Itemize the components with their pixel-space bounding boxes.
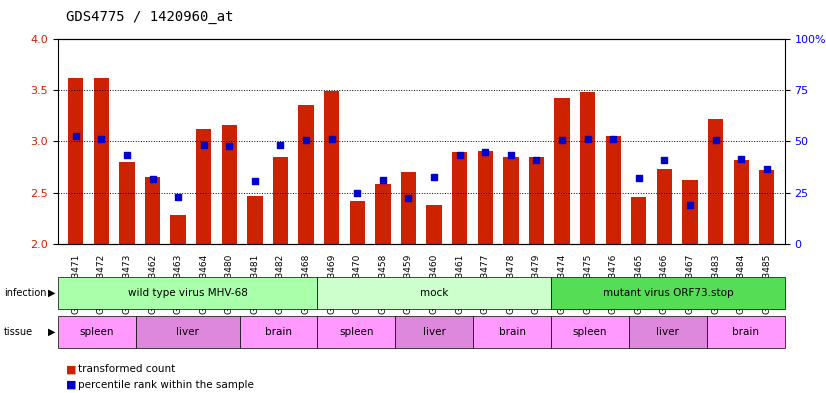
Point [657,157,671,163]
Bar [580,92,596,244]
Text: brain: brain [265,327,292,337]
Point [453,152,466,158]
Text: spleen: spleen [572,327,607,337]
Point [377,177,390,184]
Point [146,176,159,182]
Bar [529,157,544,244]
Bar [708,119,724,244]
Bar [426,205,442,244]
Text: brain: brain [733,327,759,337]
Bar [273,157,288,244]
Point [95,136,108,143]
Text: ▶: ▶ [48,327,55,337]
Text: spleen: spleen [339,327,373,337]
Text: transformed count: transformed count [78,364,176,375]
Point [734,156,748,162]
Text: mutant virus ORF73.stop: mutant virus ORF73.stop [603,288,733,298]
Text: ▶: ▶ [48,288,55,298]
Text: infection: infection [4,288,46,298]
Bar [631,196,647,244]
Bar [401,172,416,244]
Bar [477,151,493,244]
Text: brain: brain [499,327,525,337]
Point [478,149,491,155]
Bar [221,125,237,244]
Point [69,133,83,140]
Point [683,202,696,208]
Point [606,136,620,143]
Point [300,137,313,143]
Text: GDS4775 / 1420960_at: GDS4775 / 1420960_at [66,9,234,24]
Point [121,152,134,158]
Point [709,137,722,143]
Text: tissue: tissue [4,327,33,337]
Point [427,174,440,180]
Bar [375,184,391,244]
Text: liver: liver [176,327,199,337]
Point [351,189,364,196]
Point [504,152,517,158]
Bar [298,105,314,244]
Text: ■: ■ [66,380,77,390]
Bar [324,92,339,244]
Point [402,195,415,201]
Bar [733,160,749,244]
Point [325,136,339,143]
Bar [452,152,468,244]
Point [197,141,211,148]
Point [274,141,287,148]
Bar [349,201,365,244]
Bar [682,180,698,244]
Point [249,178,262,184]
Bar [68,78,83,244]
Text: liver: liver [657,327,679,337]
Text: percentile rank within the sample: percentile rank within the sample [78,380,254,390]
Bar [657,169,672,244]
Point [555,137,568,143]
Text: spleen: spleen [79,327,114,337]
Bar [759,170,775,244]
Point [223,142,236,149]
Text: wild type virus MHV-68: wild type virus MHV-68 [128,288,248,298]
Bar [170,215,186,244]
Bar [119,162,135,244]
Bar [605,136,621,244]
Bar [196,129,211,244]
Bar [93,78,109,244]
Point [529,157,543,163]
Text: liver: liver [423,327,446,337]
Point [581,136,594,143]
Bar [554,97,570,244]
Bar [247,196,263,244]
Text: ■: ■ [66,364,77,375]
Bar [145,177,160,244]
Point [760,166,773,172]
Text: mock: mock [420,288,449,298]
Point [632,175,645,182]
Point [172,193,185,200]
Bar [503,157,519,244]
